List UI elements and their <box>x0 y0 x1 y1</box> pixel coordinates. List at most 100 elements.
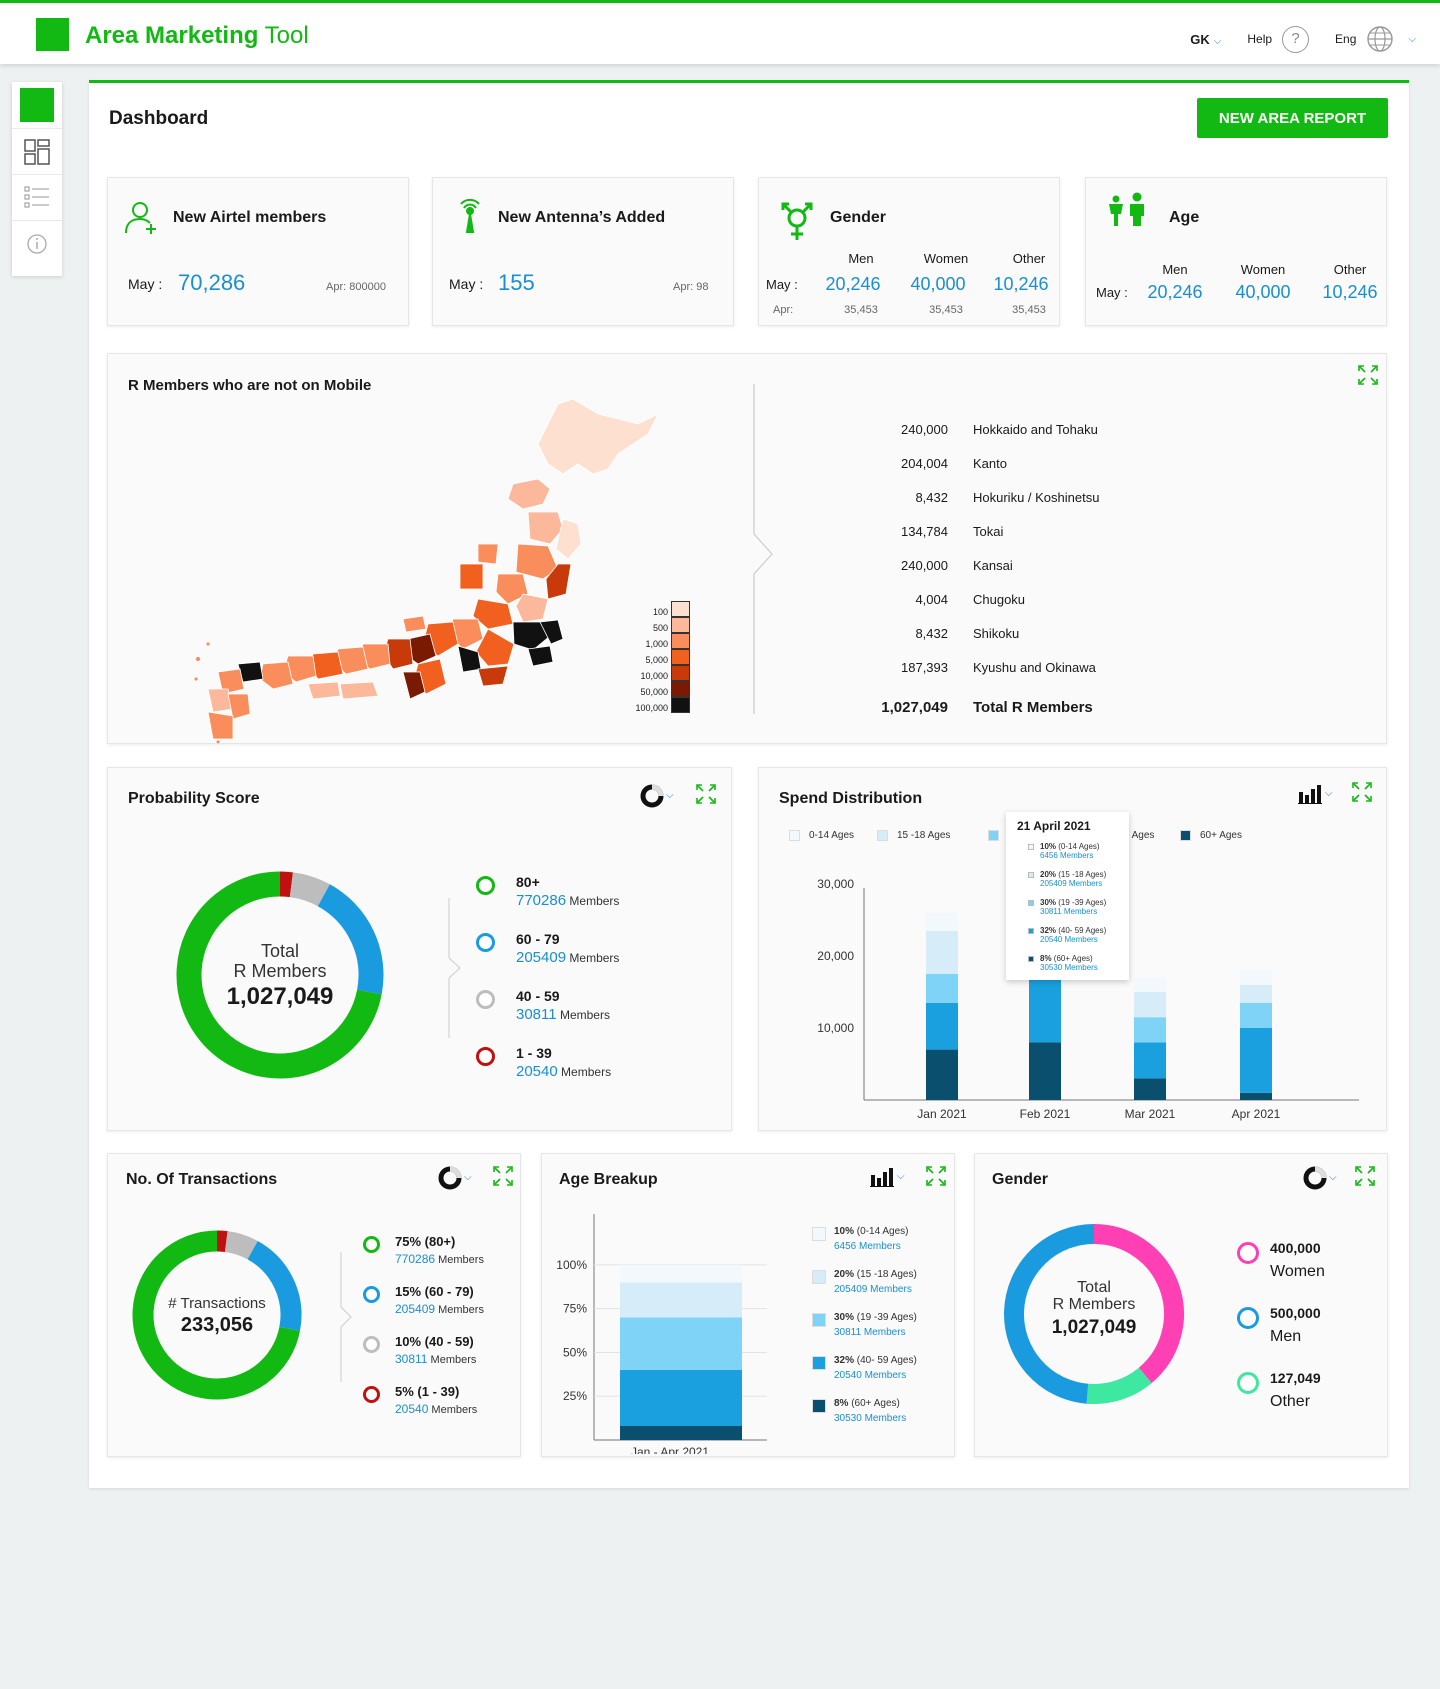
donut-center: Total R Members 1,027,049 <box>226 941 334 1010</box>
region-row: 240,000 Kansai <box>901 558 1013 573</box>
probability-panel: Probability Score ⌵ Total R Members 1,02… <box>107 767 732 1131</box>
legend-value: 500,000 <box>1270 1305 1321 1321</box>
y-tick-label: 50% <box>563 1345 587 1359</box>
sidebar-item-dashboard[interactable] <box>12 128 62 174</box>
expand-icon[interactable] <box>1355 1166 1375 1186</box>
panel-title: No. Of Transactions <box>126 1171 278 1188</box>
chart-type-selector[interactable]: ⌵ <box>438 1166 476 1190</box>
legend-swatch <box>812 1399 826 1413</box>
expand-icon[interactable] <box>1358 365 1378 385</box>
gender-donut[interactable] <box>1001 1221 1187 1407</box>
tooltip-row: 8% (60+ Ages) 30530 Members <box>1040 954 1098 972</box>
tooltip-row: 32% (40- 59 Ages) 20540 Members <box>1040 926 1107 944</box>
donut-center: Total R Members 1,027,049 <box>1051 1279 1137 1338</box>
expand-icon[interactable] <box>1352 782 1372 802</box>
apr-value: Apr: 800000 <box>326 281 386 293</box>
bar-segment <box>1134 1017 1166 1043</box>
japan-choropleth-map[interactable] <box>178 394 738 744</box>
bar-segment <box>926 912 958 931</box>
may-women-value: 40,000 <box>910 274 966 294</box>
scale-swatch <box>671 665 690 681</box>
expand-icon[interactable] <box>493 1166 513 1186</box>
tooltip-row: 30% (19 -39 Ages) 30811 Members <box>1040 898 1107 916</box>
region-row: 187,393 Kyushu and Okinawa <box>901 660 1096 675</box>
legend-swatch <box>789 830 800 841</box>
region-row: 204,004 Kanto <box>901 456 1007 471</box>
legend-range: 1 - 39 <box>516 1045 552 1061</box>
card-title: Age <box>1169 209 1200 226</box>
y-tick-label: 10,000 <box>817 1021 854 1035</box>
legend-ring-icon <box>476 1047 495 1066</box>
legend-range: 60 - 79 <box>516 931 560 947</box>
probability-donut[interactable] <box>175 870 385 1080</box>
donut-chart-type-icon <box>1303 1166 1327 1190</box>
col-header-other: Other <box>1333 262 1367 277</box>
col-header-women: Women <box>1240 262 1286 277</box>
chart-type-selector[interactable]: ⌵ <box>870 1167 910 1189</box>
expand-icon[interactable] <box>696 784 716 804</box>
legend-label: Women <box>1270 1263 1325 1280</box>
divider-arrow <box>448 898 461 1038</box>
sidebar-item-list[interactable] <box>12 174 62 220</box>
x-tick-label: Jan - Apr 2021 <box>631 1445 709 1454</box>
donut-segment <box>132 1230 300 1400</box>
col-header-men: Men <box>1162 262 1188 277</box>
chart-type-selector[interactable]: ⌵ <box>640 784 678 808</box>
map-panel: R Members who are not on Mobile <box>107 353 1387 744</box>
panel-title: R Members who are not on Mobile <box>128 377 372 394</box>
legend-swatch <box>877 830 888 841</box>
legend-label: 15 -18 Ages <box>897 830 951 841</box>
bar-segment <box>1134 992 1166 1018</box>
bar-segment <box>1134 1042 1166 1079</box>
legend-value: 127,049 <box>1270 1370 1321 1386</box>
stat-card-gender: Gender Men Women Other May : 20,246 40,0… <box>758 177 1060 326</box>
donut-chart-type-icon <box>640 784 664 808</box>
x-tick-label: Apr 2021 <box>1232 1107 1281 1121</box>
legend-members: 20540 Members <box>516 1063 612 1080</box>
donut-segment <box>289 872 330 907</box>
sidebar-item-info[interactable] <box>12 220 62 266</box>
app-logo[interactable] <box>36 18 69 51</box>
user-menu[interactable]: GK ⌵ <box>1190 31 1222 47</box>
scale-label: 5,000 <box>645 655 668 665</box>
bar-segment <box>620 1317 742 1370</box>
region-row: 8,432 Shikoku <box>915 626 1020 641</box>
help-icon: ? <box>1282 25 1310 53</box>
scale-label: 10,000 <box>640 671 668 681</box>
legend-ring-icon <box>476 990 495 1009</box>
gender-icon <box>781 202 813 240</box>
donut-segment <box>1086 1367 1152 1404</box>
card-title: New Antenna’s Added <box>498 209 666 226</box>
sidebar-item-home[interactable] <box>12 82 62 128</box>
chart-type-selector[interactable]: ⌵ <box>1298 784 1338 806</box>
language-selector[interactable]: Eng ⌵ <box>1335 25 1416 53</box>
legend-range: 40 - 59 <box>516 988 560 1004</box>
expand-icon[interactable] <box>926 1166 946 1186</box>
legend-members: 770286 Members <box>516 892 620 909</box>
sidebar <box>12 82 62 276</box>
page-title: Dashboard <box>109 108 209 129</box>
age-breakup-panel: Age Breakup ⌵ 25% 50% 75% 100% Jan - Apr 202… <box>541 1153 955 1457</box>
tooltip-swatch <box>1028 928 1034 934</box>
legend-ring-icon <box>363 1386 380 1403</box>
bar-segment <box>1240 970 1272 985</box>
bar-segment <box>620 1425 742 1440</box>
legend-entry: 8% (60+ Ages) 30530 Members <box>834 1398 907 1424</box>
age-breakup-bar-chart[interactable]: 25% 50% 75% 100% Jan - Apr 2021 <box>542 1214 782 1454</box>
scale-swatch <box>671 649 690 665</box>
scale-label: 500 <box>652 623 668 633</box>
region-total-row: 1,027,049 Total R Members <box>881 699 1093 716</box>
x-tick-label: Feb 2021 <box>1020 1107 1071 1121</box>
info-icon <box>27 233 47 254</box>
chart-type-selector[interactable]: ⌵ <box>1303 1166 1341 1190</box>
legend-members: 20540 Members <box>395 1402 478 1416</box>
scale-label: 1,000 <box>645 639 668 649</box>
legend-swatch <box>812 1270 826 1284</box>
scale-swatch <box>671 633 690 649</box>
transactions-donut[interactable] <box>131 1229 303 1401</box>
globe-icon <box>1367 26 1394 52</box>
legend-ring-icon <box>363 1236 380 1253</box>
help-button[interactable]: Help? <box>1247 25 1310 53</box>
new-area-report-button[interactable]: NEW AREA REPORT <box>1197 98 1388 138</box>
bar-chart-type-icon <box>1298 785 1322 804</box>
